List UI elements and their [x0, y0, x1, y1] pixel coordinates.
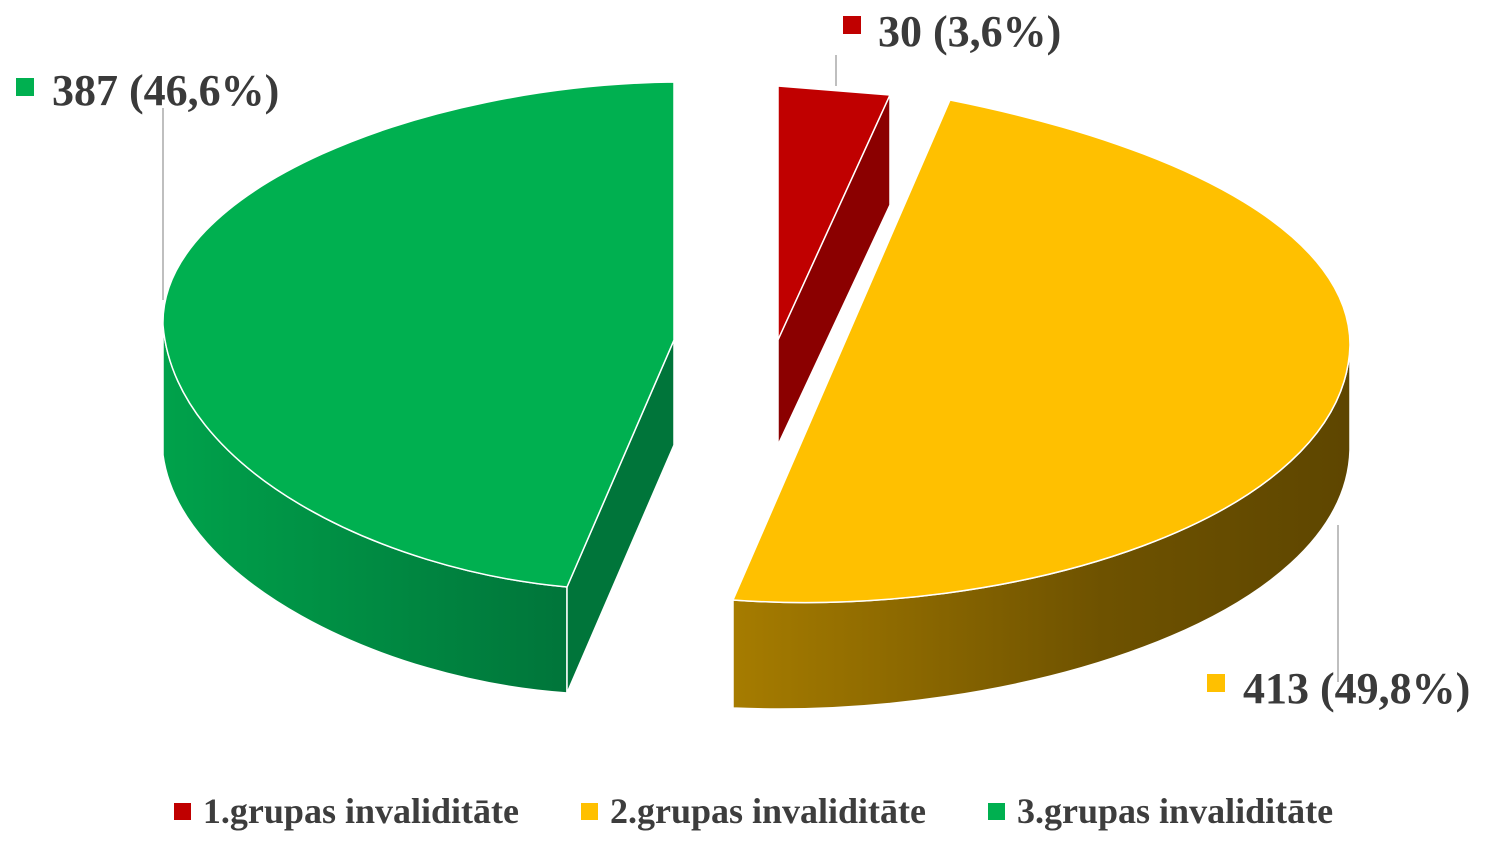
pie-slice-2-grupas	[731, 99, 1351, 710]
legend-label-1: 1.grupas invaliditāte	[202, 791, 519, 831]
legend-swatch-3	[988, 802, 1006, 820]
legend-item-3-grupas: 3.grupas invaliditāte	[988, 790, 1333, 832]
slice-1-cut-wall	[777, 94, 891, 446]
legend-item-1-grupas: 1.grupas invaliditāte	[173, 790, 519, 832]
data-label-swatch-3	[16, 78, 34, 96]
legend-swatch-1	[173, 802, 191, 820]
legend-label-3: 3.grupas invaliditāte	[1017, 791, 1334, 831]
pie-slice-1-grupas	[777, 85, 892, 446]
pie-slice-3-grupas	[162, 81, 675, 694]
data-label-2-grupas: 413 (49,8%)	[1243, 664, 1470, 713]
chart-legend: 1.grupas invaliditāte 2.grupas invalidit…	[0, 790, 1507, 832]
legend-item-2-grupas: 2.grupas invaliditāte	[580, 790, 927, 832]
legend-label-2: 2.grupas invaliditāte	[609, 791, 927, 831]
slice-3-top	[162, 81, 675, 588]
data-label-1-grupas: 30 (3,6%)	[878, 7, 1061, 56]
slice-2-top	[731, 99, 1351, 604]
legend-swatch-2	[580, 802, 598, 820]
data-label-swatch-1	[843, 16, 861, 34]
data-label-swatch-2	[1207, 674, 1225, 692]
data-label-3-grupas: 387 (46,6%)	[52, 66, 279, 115]
